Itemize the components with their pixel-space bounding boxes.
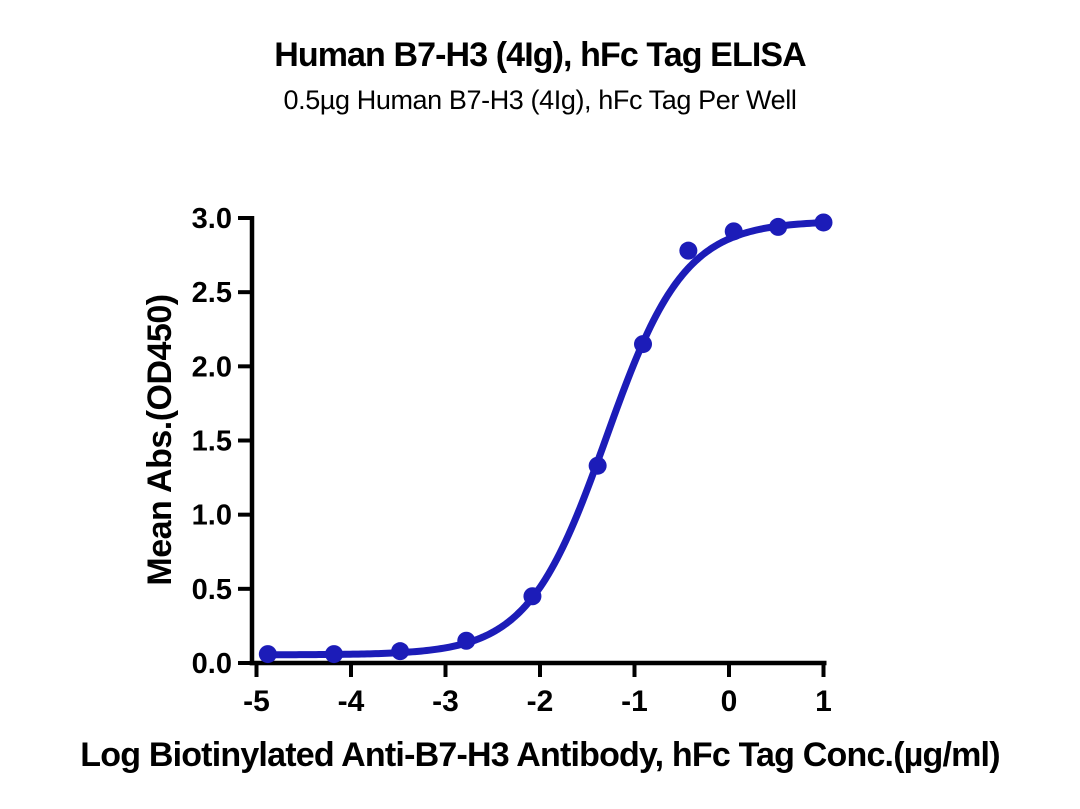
data-point [769,217,788,236]
fit-curve [264,219,827,659]
y-tick-label: 2.0 [192,351,232,383]
data-point [391,642,410,661]
x-tick-label: -5 [243,685,270,718]
y-tick-label: 0.0 [192,648,232,680]
x-axis-title: Log Biotinylated Anti-B7-H3 Antibody, hF… [80,736,1000,774]
data-point [324,645,343,664]
x-tick-label: -3 [432,685,459,718]
chart-subtitle: 0.5µg Human B7-H3 (4Ig), hFc Tag Per Wel… [283,85,797,115]
x-tick-label: -1 [621,685,648,718]
data-point [634,335,653,354]
x-tick-label: 0 [721,685,738,718]
x-tick-label: -2 [527,685,554,718]
data-point [457,631,476,650]
data-point [724,222,743,241]
data-point [523,587,542,606]
y-tick-label: 3.0 [192,203,232,235]
data-point [258,645,277,664]
x-tick-label: 1 [815,685,832,718]
data-point [588,456,607,475]
x-tick-label: -4 [338,685,365,718]
data-point [679,241,698,260]
y-tick-label: 1.0 [192,500,232,532]
data-point [814,213,833,232]
chart-title: Human B7-H3 (4Ig), hFc Tag ELISA [274,36,807,74]
y-tick-label: 1.5 [192,426,232,458]
y-tick-label: 2.5 [192,277,232,309]
y-tick-label: 0.5 [192,574,232,606]
